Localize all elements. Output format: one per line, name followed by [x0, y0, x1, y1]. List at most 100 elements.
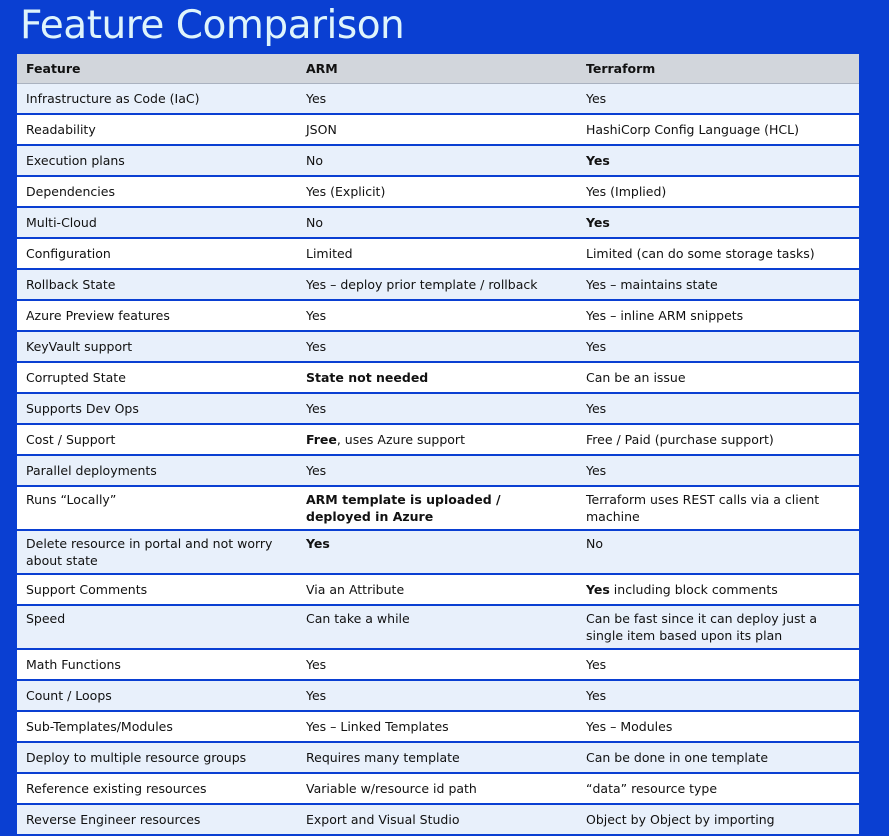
terraform-cell-text: Yes: [586, 688, 607, 703]
terraform-cell: Yes – inline ARM snippets: [577, 300, 859, 332]
terraform-cell-emphasis: Yes: [586, 215, 610, 230]
table-row: Rollback State Yes – deploy prior templa…: [17, 269, 859, 301]
arm-cell-text: Yes (Explicit): [306, 184, 386, 199]
feature-cell: Count / Loops: [17, 680, 297, 712]
feature-cell: Math Functions: [17, 649, 297, 681]
arm-cell: Yes: [297, 331, 577, 363]
terraform-cell-text: “data” resource type: [586, 781, 718, 796]
terraform-cell: Yes: [577, 331, 859, 363]
feature-cell: Parallel deployments: [17, 455, 297, 487]
terraform-cell-text: Yes: [586, 339, 607, 354]
arm-cell: JSON: [297, 114, 577, 146]
terraform-cell: Yes: [577, 83, 859, 115]
table-row: Multi-Cloud No Yes: [17, 207, 859, 239]
terraform-cell-text: Yes: [586, 91, 607, 106]
arm-cell: Via an Attribute: [297, 574, 577, 606]
terraform-cell-text: No: [586, 536, 603, 551]
terraform-cell-text: Terraform uses REST calls via a client m…: [586, 492, 820, 524]
table-row: Reference existing resources Variable w/…: [17, 773, 859, 805]
feature-cell: Execution plans: [17, 145, 297, 177]
feature-cell: Supports Dev Ops: [17, 393, 297, 425]
terraform-cell: Yes: [577, 207, 859, 239]
header-terraform: Terraform: [577, 54, 859, 84]
terraform-cell-text: Can be fast since it can deploy just a s…: [586, 611, 818, 643]
table-row: Execution plans No Yes: [17, 145, 859, 177]
arm-cell-emphasis: ARM template is uploaded / deployed in A…: [306, 492, 501, 524]
terraform-cell-text: Yes – Modules: [586, 719, 673, 734]
terraform-cell-emphasis: Yes: [586, 582, 610, 597]
table-row: Supports Dev Ops Yes Yes: [17, 393, 859, 425]
arm-cell: Yes: [297, 455, 577, 487]
table-row: Readability JSON HashiCorp Config Langua…: [17, 114, 859, 146]
arm-cell: Requires many template: [297, 742, 577, 774]
feature-cell: Readability: [17, 114, 297, 146]
terraform-cell: Object by Object by importing: [577, 804, 859, 836]
feature-cell: Reference existing resources: [17, 773, 297, 805]
terraform-cell-text: Yes – maintains state: [586, 277, 718, 292]
table-row: Corrupted State State not needed Can be …: [17, 362, 859, 394]
arm-cell-text: Yes: [306, 463, 327, 478]
arm-cell: Yes: [297, 393, 577, 425]
feature-cell: Corrupted State: [17, 362, 297, 394]
terraform-cell-text: Yes (Implied): [586, 184, 667, 199]
arm-cell-emphasis: Yes: [306, 536, 330, 551]
comparison-table: Feature ARM Terraform Infrastructure as …: [17, 54, 859, 836]
feature-cell: Support Comments: [17, 574, 297, 606]
terraform-cell: Yes: [577, 145, 859, 177]
arm-cell: Free, uses Azure support: [297, 424, 577, 456]
terraform-cell-text: Yes: [586, 463, 607, 478]
table-row: Infrastructure as Code (IaC) Yes Yes: [17, 83, 859, 115]
arm-cell-text: Can take a while: [306, 611, 410, 626]
terraform-cell: Can be done in one template: [577, 742, 859, 774]
arm-cell-text: , uses Azure support: [336, 432, 465, 447]
arm-cell: State not needed: [297, 362, 577, 394]
terraform-cell: Free / Paid (purchase support): [577, 424, 859, 456]
terraform-cell: “data” resource type: [577, 773, 859, 805]
arm-cell: Variable w/resource id path: [297, 773, 577, 805]
terraform-cell-text: Limited (can do some storage tasks): [586, 246, 815, 261]
feature-cell: Reverse Engineer resources: [17, 804, 297, 836]
arm-cell: No: [297, 207, 577, 239]
header-arm: ARM: [297, 54, 577, 84]
table-row: Reverse Engineer resources Export and Vi…: [17, 804, 859, 836]
arm-cell-text: Yes: [306, 657, 327, 672]
terraform-cell-text: Can be done in one template: [586, 750, 769, 765]
table-header-row: Feature ARM Terraform: [17, 54, 859, 84]
table-row: Azure Preview features Yes Yes – inline …: [17, 300, 859, 332]
arm-cell: Yes: [297, 680, 577, 712]
arm-cell: Can take a while: [297, 605, 577, 650]
table-row: Configuration Limited Limited (can do so…: [17, 238, 859, 270]
feature-cell: Dependencies: [17, 176, 297, 208]
terraform-cell-text: Can be an issue: [586, 370, 686, 385]
arm-cell-text: Via an Attribute: [306, 582, 405, 597]
table-row: Sub-Templates/Modules Yes – Linked Templ…: [17, 711, 859, 743]
arm-cell: Yes: [297, 530, 577, 575]
table-row: Math Functions Yes Yes: [17, 649, 859, 681]
arm-cell-text: Requires many template: [306, 750, 460, 765]
table-row: Speed Can take a while Can be fast since…: [17, 605, 859, 650]
table-row: Runs “Locally” ARM template is uploaded …: [17, 486, 859, 531]
arm-cell-text: Yes: [306, 91, 327, 106]
arm-cell-text: Yes – Linked Templates: [306, 719, 449, 734]
arm-cell: Yes: [297, 649, 577, 681]
slide-title: Feature Comparison: [20, 3, 405, 48]
table-row: Delete resource in portal and not worry …: [17, 530, 859, 575]
arm-cell: Yes – deploy prior template / rollback: [297, 269, 577, 301]
feature-cell: Rollback State: [17, 269, 297, 301]
terraform-cell-text: Yes – inline ARM snippets: [586, 308, 744, 323]
table-row: Dependencies Yes (Explicit) Yes (Implied…: [17, 176, 859, 208]
arm-cell: Limited: [297, 238, 577, 270]
table-row: Cost / Support Free, uses Azure support …: [17, 424, 859, 456]
terraform-cell: Can be an issue: [577, 362, 859, 394]
feature-cell: KeyVault support: [17, 331, 297, 363]
terraform-cell: Yes: [577, 455, 859, 487]
arm-cell-text: No: [306, 153, 323, 168]
terraform-cell: HashiCorp Config Language (HCL): [577, 114, 859, 146]
terraform-cell: Yes: [577, 680, 859, 712]
arm-cell-text: Export and Visual Studio: [306, 812, 460, 827]
feature-cell: Multi-Cloud: [17, 207, 297, 239]
arm-cell-text: Yes: [306, 401, 327, 416]
arm-cell: Yes: [297, 300, 577, 332]
feature-cell: Speed: [17, 605, 297, 650]
feature-cell: Configuration: [17, 238, 297, 270]
